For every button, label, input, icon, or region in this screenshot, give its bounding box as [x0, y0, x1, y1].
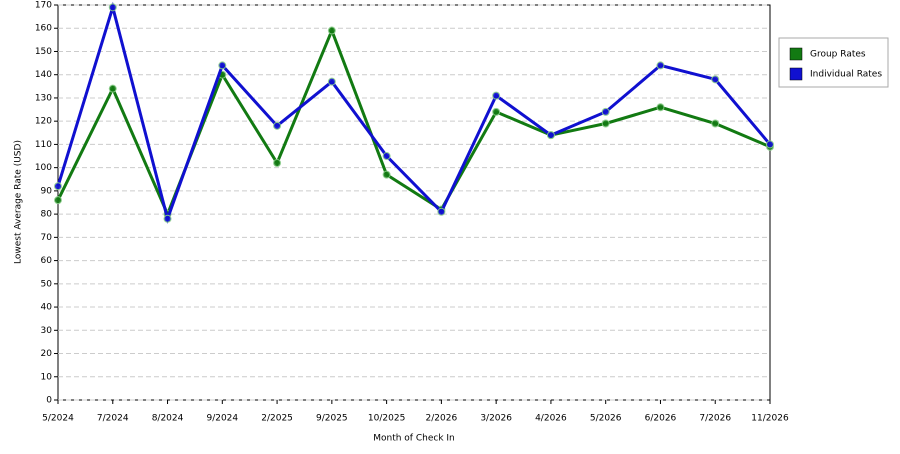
point: [54, 182, 62, 191]
point: [108, 3, 117, 12]
legend-swatch: [789, 47, 803, 61]
x-tick-label: 5/2026: [590, 414, 622, 424]
y-tick-label: 120: [35, 117, 52, 127]
point: [601, 107, 610, 116]
x-tick-label: 2/2025: [261, 414, 293, 424]
y-tick-label: 100: [35, 163, 52, 173]
point: [54, 196, 62, 205]
point: [601, 119, 610, 128]
point: [163, 214, 172, 223]
point: [273, 159, 282, 167]
x-tick-label: 3/2026: [480, 414, 512, 424]
y-tick-label: 130: [35, 93, 52, 103]
y-tick-label: 160: [35, 24, 52, 34]
x-tick-label: 9/2024: [206, 414, 238, 424]
y-tick-label: 110: [35, 140, 52, 150]
x-tick-label: 7/2026: [699, 414, 731, 424]
point: [327, 26, 336, 35]
point: [711, 119, 720, 128]
point: [437, 207, 446, 216]
x-tick-label: 11/2026: [751, 414, 789, 424]
point: [382, 152, 391, 161]
y-tick-label: 60: [41, 256, 53, 266]
point: [711, 75, 720, 84]
legend-label: Group Rates: [810, 50, 866, 60]
point: [656, 103, 665, 112]
point: [492, 107, 501, 116]
point: [382, 170, 391, 179]
point: [218, 61, 227, 70]
x-tick-label: 10/2025: [368, 414, 405, 424]
y-axis-label: Lowest Average Rate (USD): [14, 140, 24, 264]
point: [492, 91, 501, 100]
y-tick-label: 40: [41, 303, 53, 313]
x-tick-label: 9/2025: [316, 414, 348, 424]
y-tick-label: 80: [41, 210, 53, 220]
point: [327, 77, 336, 86]
x-tick-label: 7/2024: [97, 414, 129, 424]
legend-label: Individual Rates: [810, 70, 882, 80]
point: [546, 131, 555, 140]
x-tick-label: 6/2026: [645, 414, 677, 424]
x-tick-label: 5/2024: [42, 414, 74, 424]
point: [273, 121, 282, 130]
y-tick-label: 140: [35, 70, 52, 80]
y-tick-label: 30: [41, 326, 53, 336]
legend-swatch: [789, 67, 803, 81]
x-tick-label: 8/2024: [152, 414, 184, 424]
y-tick-label: 150: [35, 47, 52, 57]
plot-area: [57, 4, 771, 401]
y-tick-label: 0: [46, 396, 52, 406]
y-tick-label: 170: [35, 1, 52, 11]
y-tick-label: 20: [41, 349, 53, 359]
y-tick-label: 90: [41, 186, 53, 196]
x-tick-label: 2/2026: [426, 414, 458, 424]
point: [108, 84, 117, 93]
y-tick-label: 70: [41, 233, 53, 243]
series-line: [56, 1, 772, 224]
point: [656, 61, 665, 70]
x-tick-label: 4/2026: [535, 414, 567, 424]
x-axis-label: Month of Check In: [373, 434, 455, 444]
point: [766, 140, 774, 149]
y-tick-label: 50: [41, 279, 53, 289]
y-tick-label: 10: [41, 372, 53, 382]
